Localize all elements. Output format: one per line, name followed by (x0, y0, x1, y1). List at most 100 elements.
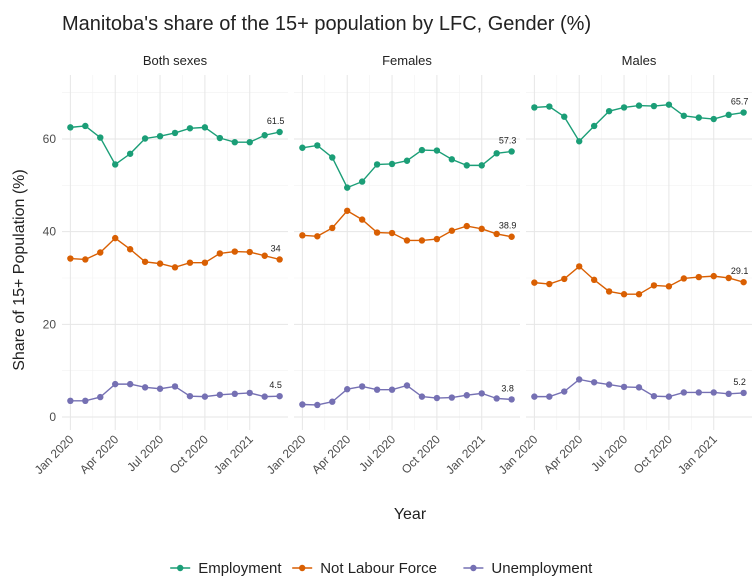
point (82, 256, 89, 263)
point (665, 101, 673, 108)
point (710, 115, 717, 123)
point (650, 282, 658, 289)
data-label: 65.7 (731, 97, 749, 107)
point (67, 124, 74, 131)
point (388, 160, 396, 168)
chart-title: Manitoba's share of the 15+ population b… (62, 13, 591, 35)
point (546, 393, 553, 400)
point (680, 275, 688, 282)
point (680, 112, 688, 119)
point (605, 107, 613, 115)
point (201, 393, 209, 400)
panel-title: Females (382, 53, 432, 68)
point (231, 390, 238, 398)
point (388, 229, 396, 237)
x-tick-label: Jul 2020 (356, 432, 398, 474)
point (97, 249, 104, 256)
point (314, 401, 321, 409)
point (82, 397, 89, 405)
point (448, 156, 456, 163)
point (82, 122, 89, 130)
point (276, 392, 283, 400)
panel: 65.7 29.1 5.2 (526, 75, 752, 430)
x-tick-label: Jan 2020 (32, 432, 77, 477)
x-tick-label: Jan 2021 (211, 432, 256, 477)
point (740, 389, 747, 397)
point (216, 391, 224, 398)
x-tick-label: Jul 2020 (588, 432, 630, 474)
point (231, 248, 238, 255)
point (216, 250, 224, 257)
legend-label: Not Labour Force (320, 560, 437, 577)
point (463, 392, 470, 399)
point (344, 386, 351, 393)
panel-background (294, 75, 520, 430)
point (650, 102, 658, 110)
point (620, 383, 628, 391)
point (201, 124, 209, 131)
point (112, 161, 119, 168)
point (635, 102, 643, 109)
point (373, 386, 381, 393)
x-tick-label: Apr 2020 (541, 432, 586, 477)
point (299, 144, 306, 151)
x-tick-label: Jul 2020 (124, 432, 166, 474)
point (418, 146, 426, 154)
point (186, 392, 194, 400)
y-axis-label: Share of 15+ Population (%) (11, 169, 28, 370)
point (141, 135, 149, 142)
x-tick-label: Apr 2020 (77, 432, 122, 477)
point (418, 393, 426, 400)
y-tick-label: 0 (49, 410, 56, 424)
point (478, 225, 485, 233)
point (463, 222, 470, 230)
panel: 61.5 34 4.5 (62, 75, 288, 430)
point (126, 150, 134, 157)
point (433, 394, 441, 402)
point (478, 162, 485, 169)
point (531, 393, 538, 400)
point (261, 393, 268, 400)
panel: 57.3 38.9 3.8 (294, 75, 520, 430)
legend-swatch (470, 564, 477, 572)
point (433, 235, 441, 243)
point (344, 207, 351, 214)
point (67, 397, 74, 405)
data-label: 61.5 (267, 116, 285, 126)
point (314, 142, 321, 149)
point (112, 380, 119, 388)
point (605, 381, 613, 388)
point (231, 138, 238, 146)
point (418, 237, 426, 244)
x-tick-label: Oct 2020 (167, 432, 212, 477)
point (126, 380, 134, 388)
point (156, 260, 164, 267)
point (171, 264, 179, 271)
point (216, 134, 224, 142)
point (463, 162, 470, 169)
point (508, 233, 515, 240)
point (576, 263, 583, 270)
point (358, 383, 366, 390)
point (546, 103, 553, 110)
data-label: 3.8 (501, 383, 514, 393)
point (261, 252, 268, 259)
data-label: 38.9 (499, 221, 517, 231)
point (276, 256, 283, 263)
x-tick-label: Apr 2020 (309, 432, 354, 477)
point (635, 291, 643, 298)
point (740, 109, 747, 116)
point (156, 132, 164, 140)
point (141, 384, 149, 391)
point (725, 390, 732, 398)
x-tick-label: Jan 2020 (496, 432, 541, 477)
point (665, 393, 673, 400)
point (299, 401, 306, 408)
point (508, 148, 515, 155)
panel-title: Males (622, 53, 657, 68)
point (448, 227, 456, 234)
point (171, 129, 179, 137)
data-label: 4.5 (269, 380, 282, 390)
point (710, 389, 717, 396)
point (590, 122, 598, 130)
